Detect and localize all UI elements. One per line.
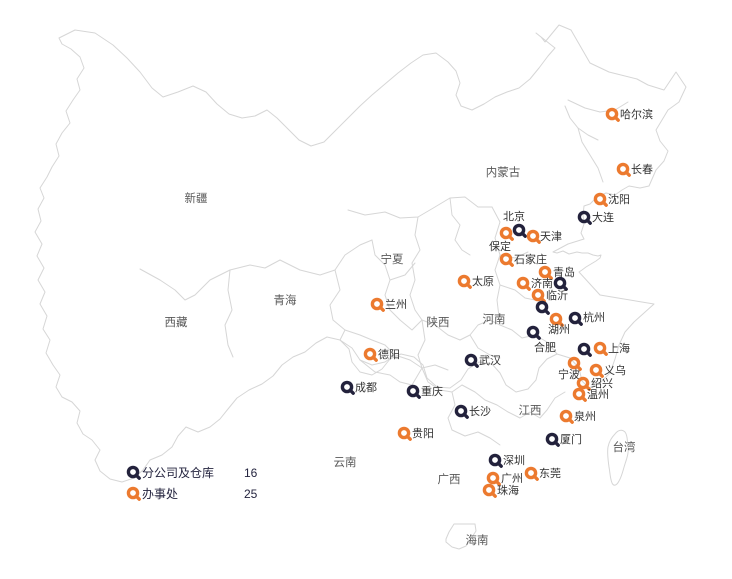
svg-text:台湾: 台湾 — [613, 440, 636, 454]
svg-text:青海: 青海 — [274, 293, 297, 307]
svg-text:广州: 广州 — [501, 472, 523, 485]
svg-text:沈阳: 沈阳 — [608, 192, 630, 206]
svg-text:珠海: 珠海 — [497, 483, 519, 497]
svg-text:北京: 北京 — [503, 209, 525, 223]
svg-text:温州: 温州 — [587, 388, 609, 401]
svg-text:长沙: 长沙 — [469, 405, 491, 418]
svg-text:长春: 长春 — [631, 163, 653, 176]
svg-text:湖州: 湖州 — [548, 323, 570, 336]
svg-text:义乌: 义乌 — [604, 363, 626, 377]
svg-text:成都: 成都 — [355, 381, 377, 394]
svg-text:合肥: 合肥 — [534, 340, 556, 354]
svg-text:临沂: 临沂 — [546, 288, 568, 302]
svg-text:深圳: 深圳 — [503, 454, 525, 467]
svg-text:广西: 广西 — [438, 473, 461, 486]
svg-text:西藏: 西藏 — [165, 316, 188, 329]
svg-text:武汉: 武汉 — [479, 354, 501, 367]
svg-text:石家庄: 石家庄 — [514, 252, 547, 266]
svg-text:江西: 江西 — [519, 404, 542, 417]
svg-text:云南: 云南 — [334, 455, 357, 469]
svg-text:哈尔滨: 哈尔滨 — [620, 107, 653, 121]
svg-text:新疆: 新疆 — [185, 191, 208, 205]
svg-text:兰州: 兰州 — [385, 298, 407, 311]
svg-text:分公司及仓库: 分公司及仓库 — [142, 465, 214, 480]
svg-text:太原: 太原 — [472, 275, 494, 288]
svg-text:济南: 济南 — [531, 276, 553, 290]
svg-text:宁波: 宁波 — [558, 367, 580, 381]
svg-text:青岛: 青岛 — [553, 265, 575, 279]
svg-text:泉州: 泉州 — [574, 409, 596, 423]
svg-text:上海: 上海 — [608, 341, 630, 355]
svg-text:陕西: 陕西 — [427, 315, 450, 329]
svg-text:贵阳: 贵阳 — [412, 427, 434, 440]
svg-text:海南: 海南 — [466, 533, 489, 547]
svg-text:16: 16 — [244, 466, 258, 480]
svg-text:天津: 天津 — [540, 230, 562, 243]
svg-text:绍兴: 绍兴 — [591, 376, 613, 390]
svg-text:大连: 大连 — [592, 210, 614, 224]
svg-text:厦门: 厦门 — [560, 432, 582, 446]
svg-text:内蒙古: 内蒙古 — [486, 165, 521, 179]
svg-text:办事处: 办事处 — [142, 486, 178, 501]
svg-text:河南: 河南 — [483, 312, 506, 326]
svg-text:25: 25 — [244, 487, 258, 501]
svg-text:重庆: 重庆 — [421, 384, 443, 398]
svg-text:宁夏: 宁夏 — [381, 252, 404, 266]
svg-text:东莞: 东莞 — [539, 467, 561, 480]
svg-text:杭州: 杭州 — [583, 310, 605, 324]
svg-text:保定: 保定 — [489, 239, 511, 253]
svg-text:德阳: 德阳 — [378, 347, 400, 361]
